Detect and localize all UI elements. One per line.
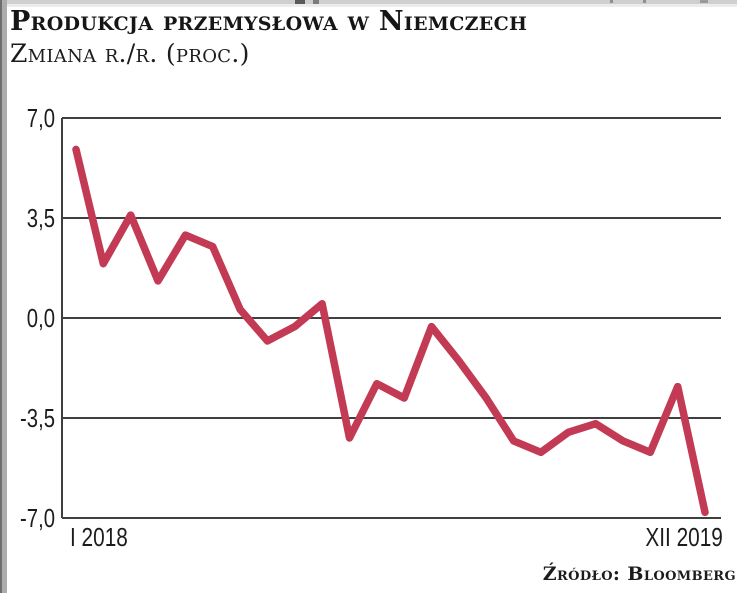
page-edge-artifact-dash bbox=[313, 0, 319, 4]
y-tick-label: 3,5 bbox=[26, 203, 55, 233]
x-axis-label-end: XII 2019 bbox=[645, 522, 723, 552]
y-tick-label: 0,0 bbox=[26, 303, 55, 333]
x-axis-label-start: I 2018 bbox=[70, 522, 128, 552]
y-tick-label: -3,5 bbox=[20, 403, 56, 433]
page-edge-artifact-dash bbox=[643, 0, 646, 3]
gridlines bbox=[62, 117, 721, 519]
page-edge-artifact-top-2 bbox=[0, 4, 737, 7]
source-label: Źródło: Bloomberg bbox=[542, 563, 736, 585]
page-edge-artifact-top bbox=[0, 0, 737, 4]
chart-title: Produkcja przemysłowa w Niemczech bbox=[10, 6, 528, 37]
page-edge-artifact-dash bbox=[700, 0, 708, 3]
page-edge-artifact-left bbox=[0, 0, 2, 593]
data-line bbox=[72, 145, 709, 517]
y-tick-label: -7,0 bbox=[20, 503, 56, 533]
page-edge-artifact-dash bbox=[295, 0, 305, 4]
chart-subtitle: Zmiana r./r. (proc.) bbox=[10, 39, 250, 68]
page-edge-artifact-left-2 bbox=[2, 0, 7, 593]
page-edge-artifact-dash bbox=[610, 0, 613, 3]
y-tick-label: 7,0 bbox=[26, 103, 55, 133]
